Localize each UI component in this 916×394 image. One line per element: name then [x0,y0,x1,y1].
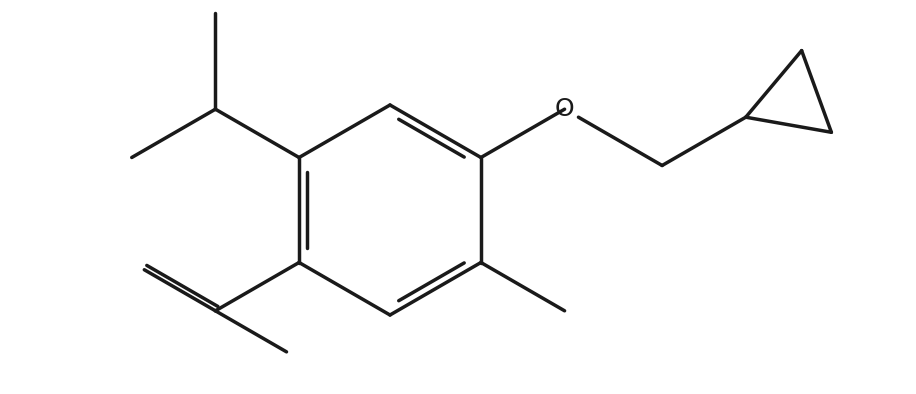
Text: O: O [555,97,574,121]
